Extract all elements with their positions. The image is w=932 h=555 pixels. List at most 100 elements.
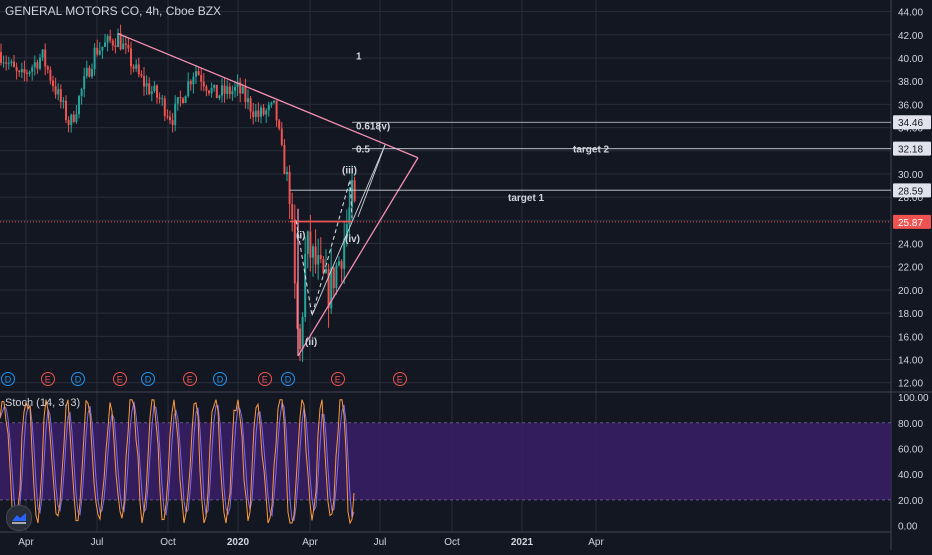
- earnings-marker-icon[interactable]: [41, 372, 55, 386]
- x-tick-label: Oct: [444, 537, 460, 548]
- candle-body: [2, 62, 5, 64]
- fib-05-label: 0.5: [356, 144, 370, 155]
- candle-body: [54, 86, 57, 95]
- candle-body: [221, 85, 223, 96]
- y-tick-label: 22.00: [898, 263, 923, 274]
- candle-body: [96, 47, 99, 55]
- wave-ii-label: (ii): [305, 337, 317, 348]
- candle-body: [306, 231, 309, 254]
- candle-body: [13, 61, 15, 68]
- candle-body: [59, 89, 62, 103]
- x-tick-label: Apr: [588, 537, 604, 548]
- candle-body: [28, 71, 31, 74]
- candle-body: [278, 120, 281, 129]
- candle-body: [171, 120, 174, 125]
- candle-body: [270, 102, 273, 105]
- candle-body: [265, 110, 268, 115]
- candle-body: [343, 238, 346, 269]
- earnings-marker-icon[interactable]: [183, 372, 197, 386]
- wave-projection-line: [357, 144, 386, 218]
- y-tick-label: 18.00: [898, 309, 923, 320]
- candle-body: [187, 81, 190, 97]
- candle-body: [140, 74, 143, 77]
- stoch-y-tick-label: 60.00: [898, 445, 923, 456]
- candle-body: [114, 45, 117, 47]
- candle-body: [75, 114, 78, 122]
- candle-body: [135, 64, 138, 69]
- candle-body: [208, 90, 210, 94]
- candle-body: [20, 69, 23, 73]
- earnings-marker-icon[interactable]: [393, 372, 407, 386]
- dividend-marker-icon[interactable]: [71, 372, 85, 386]
- candle-body: [312, 246, 314, 258]
- candle-body: [7, 63, 10, 65]
- candle-body: [293, 219, 296, 284]
- candle-body: [161, 98, 164, 100]
- target-2-label: target 2: [573, 144, 610, 155]
- y-tick-label: 36.00: [898, 100, 923, 111]
- candle-body: [127, 44, 130, 49]
- candle-body: [192, 76, 195, 85]
- candle-body: [80, 89, 83, 97]
- candle-body: [26, 72, 28, 74]
- candle-body: [291, 204, 294, 220]
- candle-body: [52, 80, 54, 87]
- candle-body: [215, 84, 218, 99]
- candle-body: [179, 97, 182, 99]
- dividend-marker-icon[interactable]: [141, 372, 155, 386]
- candle-body: [143, 76, 145, 87]
- candle-body: [109, 35, 112, 41]
- candle-body: [327, 269, 330, 309]
- tradingview-logo-icon[interactable]: [6, 505, 32, 531]
- candle-body: [244, 86, 247, 103]
- earnings-marker-icon[interactable]: [113, 372, 127, 386]
- stoch-y-tick-label: 100.00: [898, 393, 929, 404]
- candle-body: [348, 207, 351, 225]
- candle-body: [236, 82, 239, 87]
- tradingview-logo-icon-shape: [12, 513, 26, 524]
- candle-body: [111, 40, 114, 46]
- event-marker-label: E: [262, 375, 268, 385]
- price-label-box: [893, 214, 931, 229]
- y-tick-label: 14.00: [898, 356, 923, 367]
- y-tick-label: 20.00: [898, 286, 923, 297]
- earnings-marker-icon[interactable]: [258, 372, 272, 386]
- candle-body: [213, 84, 216, 88]
- candle-body: [317, 255, 320, 265]
- candle-body: [247, 98, 249, 103]
- candle-body: [223, 85, 226, 94]
- candle-body: [260, 107, 262, 117]
- support-trendline: [297, 157, 419, 357]
- candle-body: [280, 128, 283, 145]
- wave-v-label: (v): [378, 121, 390, 132]
- candle-body: [72, 114, 75, 122]
- candle-body: [91, 69, 93, 77]
- price-label-box: [893, 141, 931, 156]
- candle-body: [252, 111, 255, 117]
- dividend-marker-icon[interactable]: [213, 372, 227, 386]
- price-label-text: 25.87: [898, 218, 923, 229]
- candle-body: [322, 259, 325, 273]
- candle-body: [226, 86, 229, 94]
- dividend-marker-icon[interactable]: [281, 372, 295, 386]
- y-tick-label: 38.00: [898, 77, 923, 88]
- candle-body: [46, 66, 49, 70]
- candle-body: [174, 103, 177, 125]
- candle-body: [10, 61, 13, 64]
- candle-body: [124, 43, 127, 45]
- earnings-marker-icon[interactable]: [331, 372, 345, 386]
- candle-body: [0, 52, 2, 63]
- wave-iv-label: (iv): [345, 234, 360, 245]
- event-marker-label: E: [187, 375, 193, 385]
- candle-body: [106, 35, 109, 43]
- candle-body: [62, 100, 65, 103]
- candle-body: [41, 49, 44, 58]
- candle-body: [101, 46, 104, 51]
- candle-body: [88, 67, 91, 77]
- dividend-marker-icon[interactable]: [1, 372, 15, 386]
- candle-body: [65, 100, 67, 120]
- candle-body: [239, 82, 242, 94]
- candle-body: [309, 231, 312, 258]
- candle-body: [148, 83, 151, 95]
- x-tick-label: 2020: [227, 537, 250, 548]
